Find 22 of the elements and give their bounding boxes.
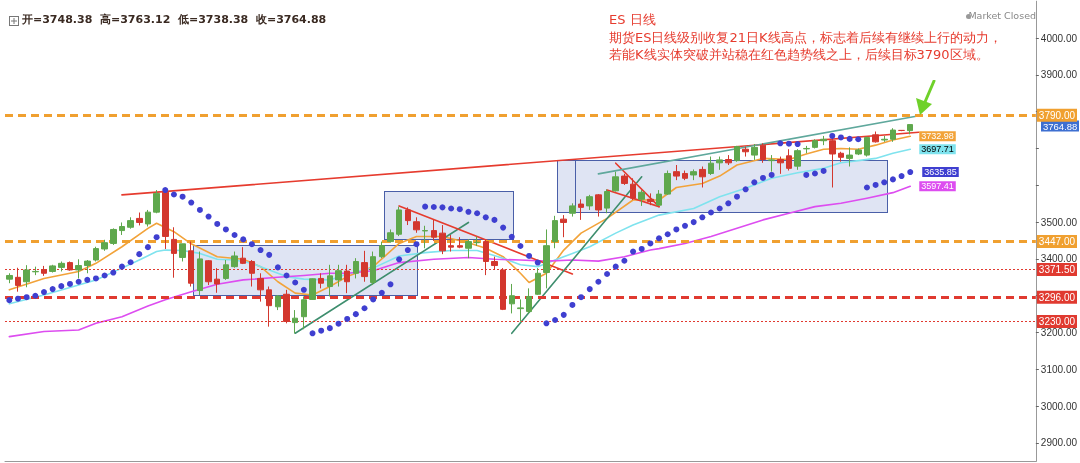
y-tick-label: 3500.00: [1040, 216, 1078, 228]
y-tick-label: 4000.00: [1040, 32, 1078, 44]
text: ES 日线: [609, 12, 656, 27]
y-tick-label: 3900.00: [1040, 69, 1078, 81]
y-tick-label: 3100.00: [1040, 363, 1078, 375]
y-tick-label: 3000.00: [1040, 400, 1078, 412]
ref-line-label: 3230.00: [1038, 316, 1076, 327]
text: 3764.88: [1043, 121, 1078, 133]
ref-line-label: 3296.00: [1038, 291, 1076, 303]
ref-line-label: 3790.00: [1038, 109, 1076, 121]
text: 期货ES日线级别收复21日K线高点，标志着后续有继续上行的动力，若能K线实体突破并站稳在红色趋势线之上，后续目标3790区域。: [609, 30, 1002, 62]
annotation: 开=3748.38 高=3763.12 低=3738.38 收=3764.88: [21, 13, 327, 26]
data-label: 3732.98: [921, 131, 954, 142]
ref-line-label: 3371.50: [1038, 263, 1076, 275]
y-tick-label: 2900.00: [1040, 437, 1078, 449]
ref-line-label: 3447.00: [1038, 236, 1076, 248]
data-label: 3697.71: [921, 144, 954, 155]
data-label: 3597.41: [921, 181, 954, 192]
y-tick-label: 3200.00: [1040, 327, 1078, 339]
y-tick-label: 3400.00: [1040, 253, 1078, 265]
data-label: 3635.85: [924, 167, 957, 178]
annotation: Market Closed: [968, 9, 1037, 21]
